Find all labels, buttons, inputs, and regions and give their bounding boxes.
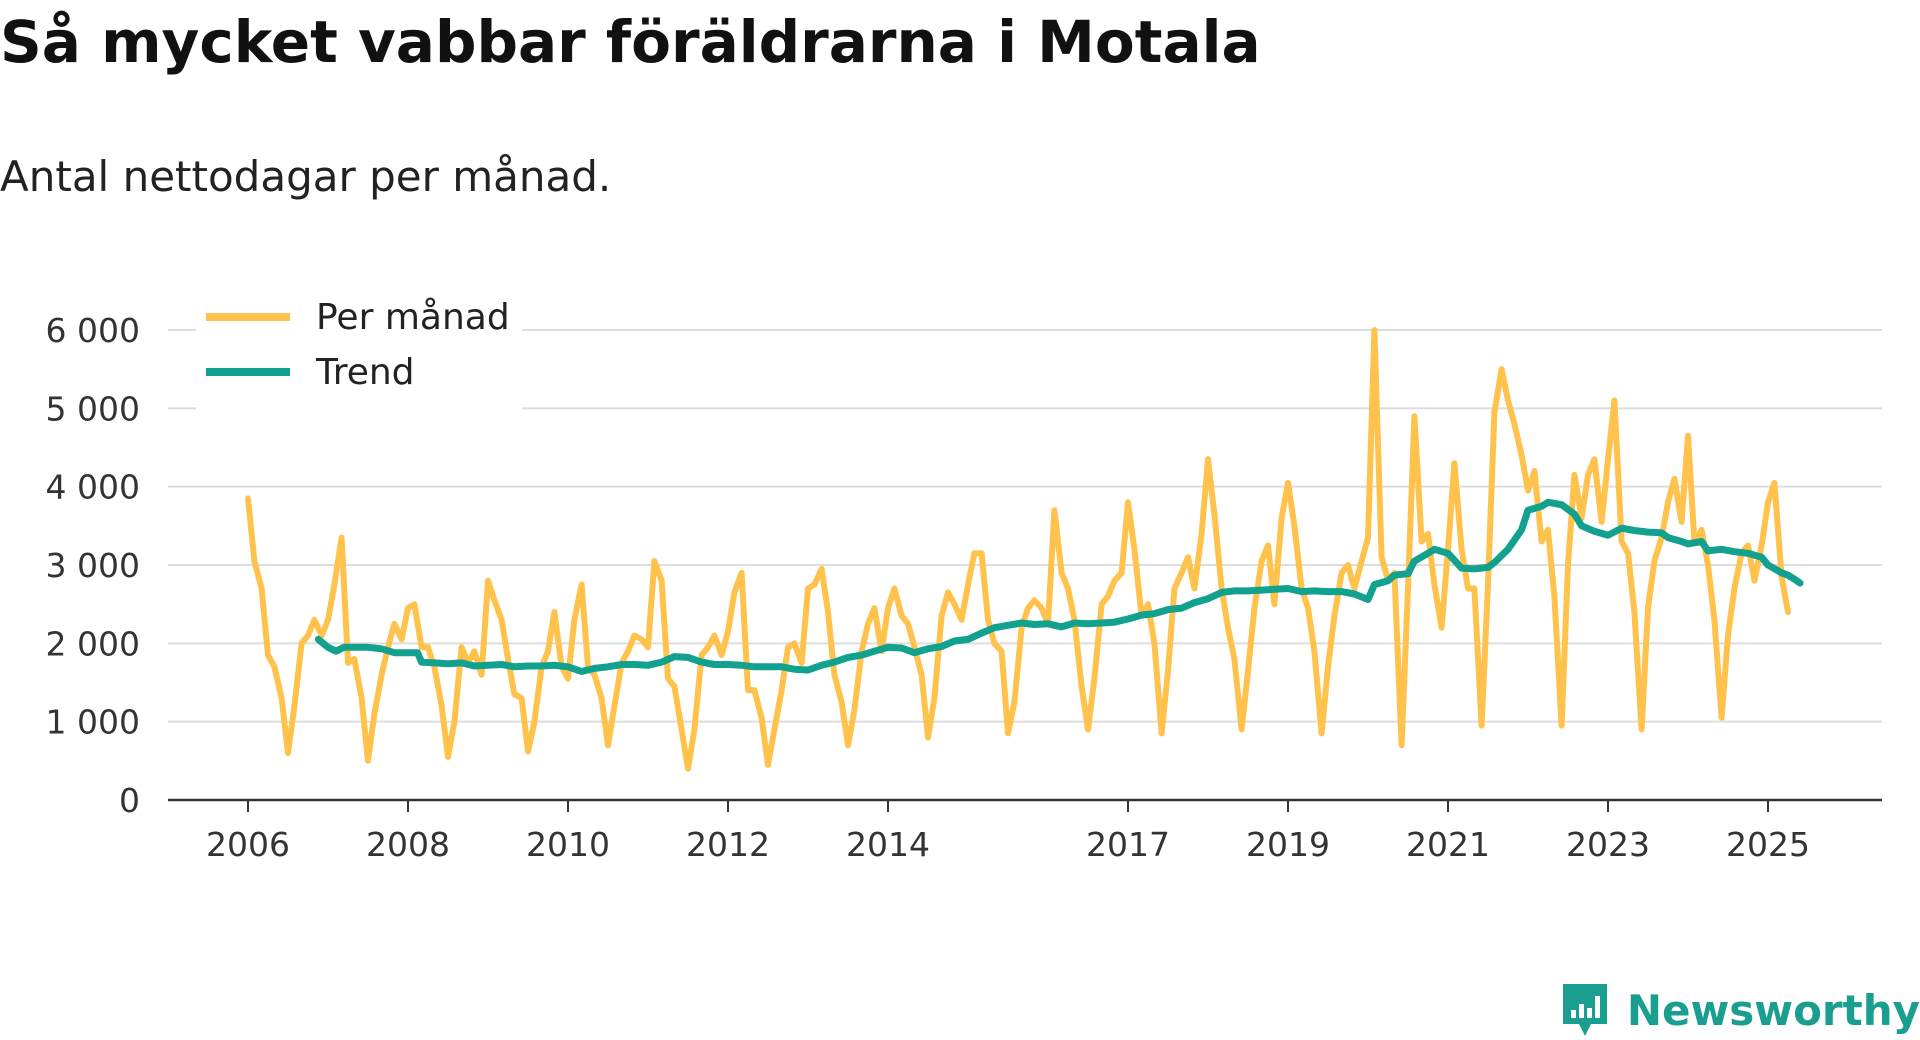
chart-subtitle: Antal nettodagar per månad. <box>0 152 612 201</box>
y-tick-label: 6 000 <box>46 311 140 350</box>
y-axis-ticks: 0 1 000 2 000 3 000 4 000 5 000 6 000 <box>46 311 140 820</box>
x-tick-label: 2010 <box>526 825 610 864</box>
y-tick-label: 5 000 <box>46 389 140 428</box>
newsworthy-logo-icon <box>1562 984 1607 1036</box>
y-tick-label: 0 <box>119 781 140 820</box>
legend: Per månad Trend <box>196 282 522 410</box>
x-tick-label: 2006 <box>206 825 290 864</box>
y-tick-label: 4 000 <box>46 468 140 507</box>
y-tick-label: 2 000 <box>46 624 140 663</box>
series-lines <box>245 327 1804 772</box>
chart-title: Så mycket vabbar föräldrarna i Motala <box>0 8 1261 76</box>
y-tick-label: 1 000 <box>46 703 140 742</box>
brand-name: Newsworthy <box>1626 985 1920 1035</box>
x-axis-ticks: 2006 2008 2010 2012 2014 2017 2019 2021 2023 2025 <box>168 798 1882 864</box>
legend-background <box>196 282 522 410</box>
x-tick-label: 2021 <box>1406 825 1490 864</box>
series-line-per-manad <box>245 327 1791 772</box>
x-tick-label: 2023 <box>1566 825 1650 864</box>
legend-label-per-manad: Per månad <box>316 297 510 338</box>
x-tick-label: 2017 <box>1086 825 1170 864</box>
x-tick-label: 2019 <box>1246 825 1330 864</box>
series-line-trend <box>314 498 1804 675</box>
newsworthy-logo: Newsworthy <box>1559 980 1920 1040</box>
x-tick-label: 2025 <box>1726 825 1810 864</box>
legend-label-trend: Trend <box>315 352 415 393</box>
x-tick-label: 2008 <box>366 825 450 864</box>
x-tick-label: 2012 <box>686 825 770 864</box>
x-tick-label: 2014 <box>846 825 930 864</box>
y-tick-label: 3 000 <box>46 546 140 585</box>
